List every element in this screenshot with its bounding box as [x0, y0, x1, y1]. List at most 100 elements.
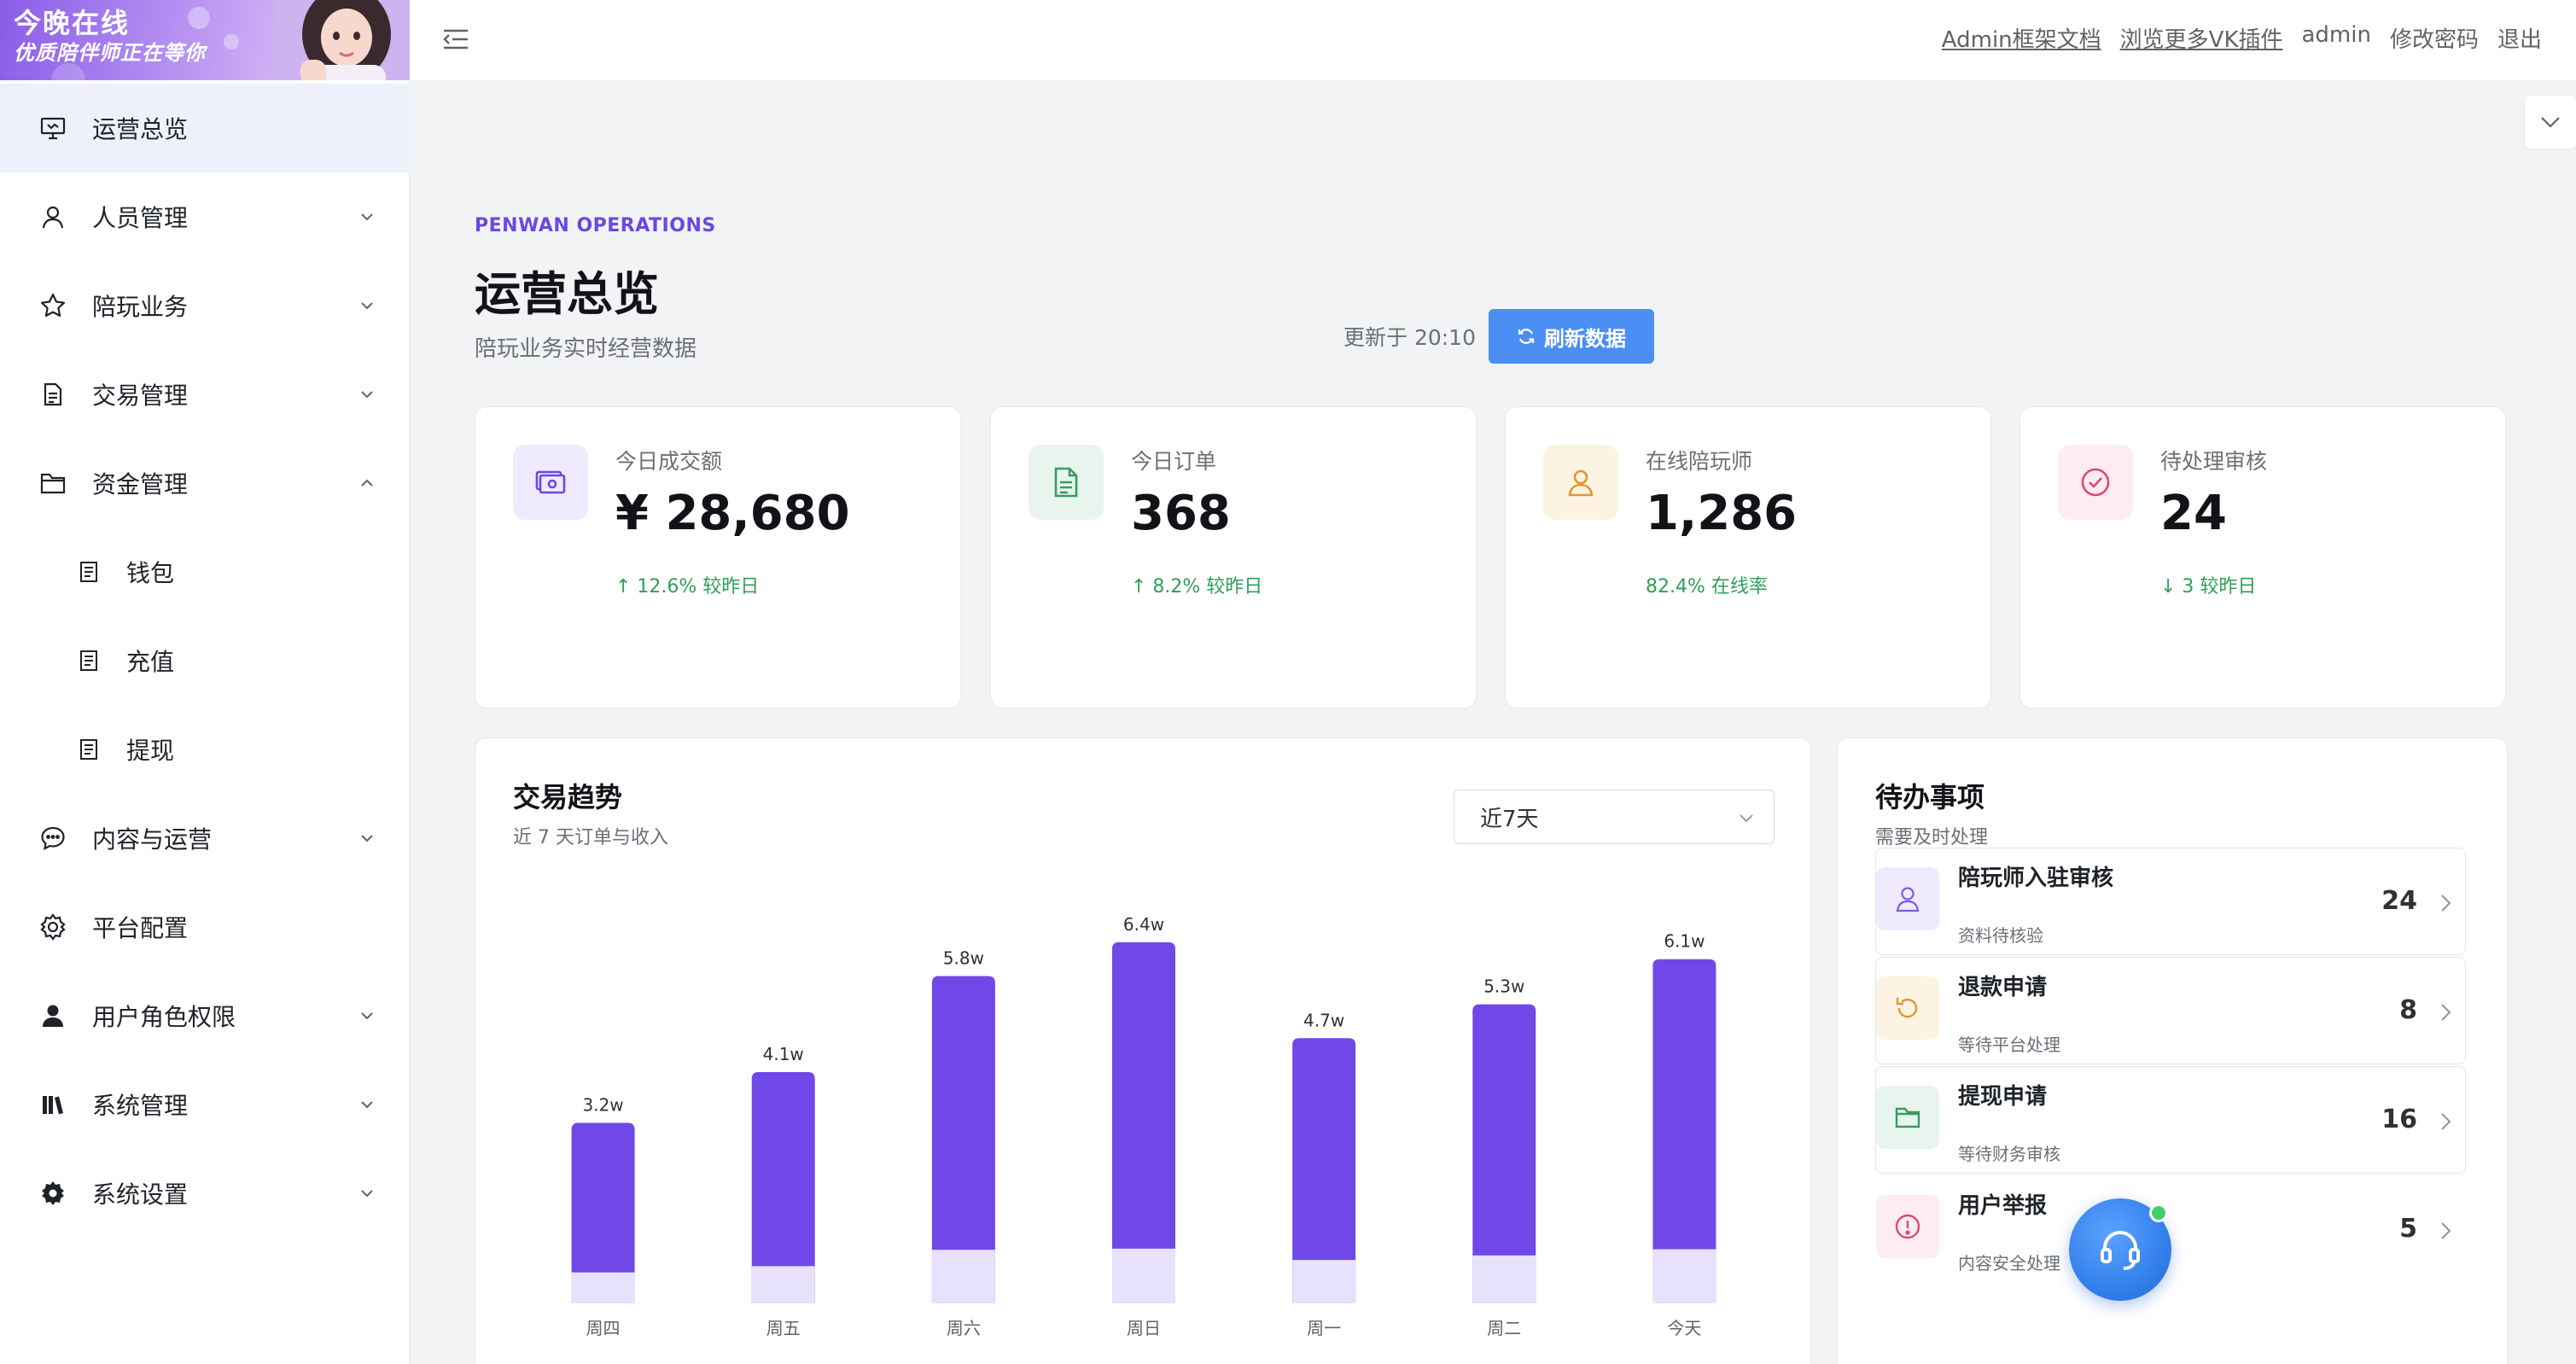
refresh-data-button[interactable]: 刷新数据	[1489, 309, 1654, 364]
user-icon	[1543, 445, 1618, 520]
todo-subtitle: 资料待核验	[1958, 925, 2043, 946]
presentation-board-icon	[38, 113, 68, 143]
chart-x-tick-label: 周一	[1307, 1318, 1341, 1338]
chart-value-label: 4.7w	[1303, 1010, 1344, 1030]
todo-count: 24	[2381, 886, 2417, 916]
stat-card-orders[interactable]: 今日订单 368 ↑ 8.2% 较昨日	[990, 406, 1477, 708]
sidebar-item-label: 内容与运营	[92, 825, 213, 854]
chevron-down-icon	[361, 213, 373, 221]
chart-value-label: 4.1w	[763, 1044, 804, 1064]
sidebar-item-withdraw[interactable]: 提现	[0, 705, 410, 794]
stat-trend: ↑ 8.2% 较昨日	[1131, 576, 1263, 597]
chart-bar-base	[571, 1272, 635, 1303]
chevron-down-icon	[361, 1012, 373, 1020]
promo-banner[interactable]: 今晚在线 优质陪伴师正在等你	[0, 0, 410, 80]
chevron-down-icon	[2541, 117, 2560, 128]
sidebar-item-label: 钱包	[126, 559, 175, 587]
online-status-dot	[2149, 1204, 2168, 1222]
chart-bar-base	[1112, 1248, 1175, 1303]
refresh-icon	[1518, 329, 1535, 344]
heart-decoration	[188, 7, 210, 29]
banner-subtitle: 优质陪伴师正在等你	[14, 41, 206, 65]
todo-item-refund[interactable]: 退款申请 等待平台处理 8	[1875, 957, 2466, 1064]
sidebar-item-content-operations[interactable]: 内容与运营	[0, 794, 410, 883]
todo-item-user-report[interactable]: 用户举报 内容安全处理 5	[1875, 1175, 2466, 1283]
todo-count: 5	[2399, 1214, 2417, 1244]
todo-title: 陪玩师入驻审核	[1958, 866, 2114, 891]
sidebar-item-companion-business[interactable]: 陪玩业务	[0, 261, 410, 350]
chart-bar[interactable]	[1472, 1004, 1536, 1303]
sidebar-item-wallet[interactable]: 钱包	[0, 528, 410, 616]
chart-x-tick-label: 今天	[1667, 1318, 1701, 1338]
link-admin-docs[interactable]: Admin框架文档	[1941, 27, 2101, 53]
chevron-down-icon	[361, 1190, 373, 1198]
stat-label: 在线陪玩师	[1646, 449, 1753, 474]
todo-panel: 待办事项 需要及时处理 陪玩师入驻审核 资料待核验 24 退款申请 等待平台处理…	[1837, 737, 2508, 1364]
stat-trend: ↓ 3 较昨日	[2160, 576, 2257, 597]
chevron-down-icon	[361, 1101, 373, 1109]
chevron-down-icon	[361, 391, 373, 399]
sidebar-item-label: 用户角色权限	[92, 1003, 236, 1031]
stat-trend: 82.4% 在线率	[1646, 576, 1768, 597]
sidebar-item-overview[interactable]: 运营总览	[0, 84, 410, 172]
sidebar-item-transactions[interactable]: 交易管理	[0, 350, 410, 439]
collapse-sidebar-icon[interactable]	[440, 24, 471, 55]
chart-value-label: 6.1w	[1664, 931, 1705, 952]
chevron-right-icon	[2441, 1222, 2451, 1239]
chart-bar[interactable]	[931, 976, 995, 1303]
chart-bar[interactable]	[1292, 1038, 1356, 1303]
sidebar-item-funds[interactable]: 资金管理	[0, 439, 410, 528]
chart-bar[interactable]	[1652, 959, 1716, 1303]
chart-value-label: 3.2w	[582, 1094, 623, 1115]
todo-subtitle: 内容安全处理	[1958, 1253, 2060, 1274]
tabbar-dropdown-button[interactable]	[2525, 96, 2576, 149]
chart-bar-base	[1652, 1249, 1716, 1303]
date-range-select[interactable]: 近7天	[1454, 790, 1775, 844]
user-icon	[1876, 867, 1939, 930]
sidebar-item-label: 资金管理	[92, 470, 189, 498]
todo-item-withdrawal[interactable]: 提现申请 等待财务审核 16	[1875, 1066, 2466, 1174]
chart-bar-base	[751, 1266, 815, 1303]
chart-bar-base	[931, 1250, 995, 1303]
stat-card-revenue[interactable]: 今日成交额 ¥ 28,680 ↑ 12.6% 较昨日	[475, 406, 961, 708]
todo-title: 提现申请	[1958, 1084, 2048, 1110]
trading-trend-panel: 交易趋势 近 7 天订单与收入 近7天 3.2w 周四 4.1w 周五 5.8w 周六 6.…	[475, 737, 1811, 1364]
books-icon	[38, 1089, 68, 1120]
chart-bar[interactable]	[751, 1071, 815, 1303]
todo-subtitle: 等待平台处理	[1958, 1035, 2060, 1055]
sidebar-item-user-role-permissions[interactable]: 用户角色权限	[0, 971, 410, 1060]
panel-title: 交易趋势	[513, 781, 623, 813]
sidebar-item-label: 陪玩业务	[92, 293, 189, 321]
panel-title: 待办事项	[1875, 781, 1985, 813]
link-logout[interactable]: 退出	[2497, 27, 2542, 53]
stat-card-pending-review[interactable]: 待处理审核 24 ↓ 3 较昨日	[2019, 406, 2506, 708]
sidebar-item-system-settings[interactable]: 系统设置	[0, 1149, 410, 1238]
trading-trend-bar-chart: 3.2w 周四 4.1w 周五 5.8w 周六 6.4w 周日 4.7w 周一 5.3w 周二 6.1w…	[571, 914, 1716, 1338]
customer-support-button[interactable]	[2069, 1198, 2171, 1301]
link-more-plugins[interactable]: 浏览更多VK插件	[2119, 27, 2283, 53]
sidebar-item-recharge[interactable]: 充值	[0, 616, 410, 705]
sidebar-item-label: 提现	[126, 737, 175, 765]
check-circle-icon	[2058, 445, 2133, 520]
todo-item-companion-review[interactable]: 陪玩师入驻审核 资料待核验 24	[1875, 848, 2466, 955]
sidebar-item-personnel[interactable]: 人员管理	[0, 172, 410, 261]
header-links: Admin框架文档 浏览更多VK插件 admin 修改密码 退出	[1942, 22, 2542, 54]
sidebar-item-system-management[interactable]: 系统管理	[0, 1060, 410, 1149]
chevron-up-icon	[361, 479, 373, 487]
page-title: 运营总览	[475, 267, 659, 321]
chart-bar-base	[1292, 1260, 1356, 1303]
sidebar-item-platform-config[interactable]: 平台配置	[0, 883, 410, 971]
user-icon	[38, 201, 68, 232]
chat-bubble-icon	[38, 823, 68, 854]
link-change-password[interactable]: 修改密码	[2389, 27, 2479, 53]
stat-card-online-companions[interactable]: 在线陪玩师 1,286 82.4% 在线率	[1505, 406, 1991, 708]
user-menu-admin[interactable]: admin	[2301, 22, 2371, 48]
todo-title: 退款申请	[1958, 975, 2048, 1000]
chart-bar[interactable]	[1112, 941, 1175, 1303]
stat-value: ¥ 28,680	[615, 486, 850, 541]
chart-bar[interactable]	[571, 1122, 635, 1303]
heart-decoration	[224, 34, 239, 50]
top-header: Admin框架文档 浏览更多VK插件 admin 修改密码 退出	[410, 0, 2576, 80]
chevron-down-icon	[361, 835, 373, 842]
sidebar-item-label: 系统管理	[92, 1092, 189, 1120]
